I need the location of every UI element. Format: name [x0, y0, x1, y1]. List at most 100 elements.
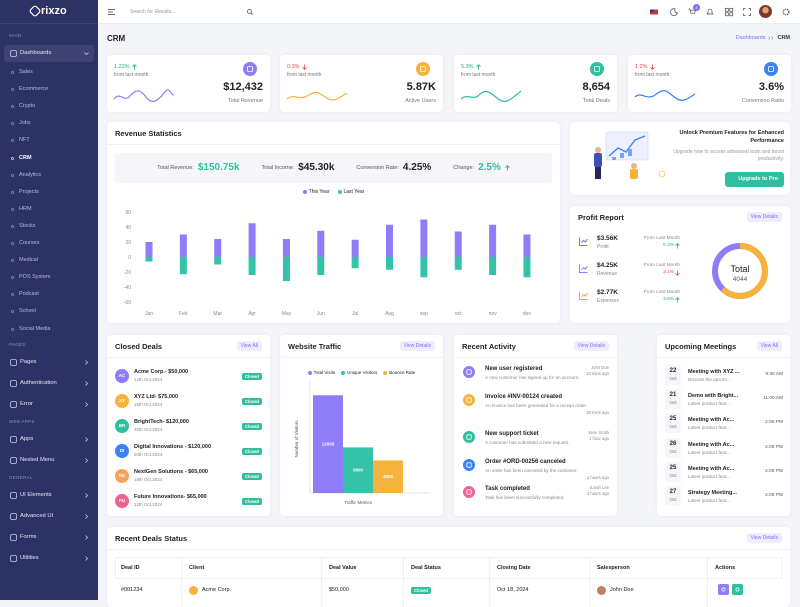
- menu-item[interactable]: Authentication: [4, 375, 94, 392]
- action-button[interactable]: [732, 584, 743, 595]
- meeting-time: 9:30 AM: [765, 372, 783, 377]
- bar: [145, 257, 153, 262]
- menu-item[interactable]: Advanced UI: [4, 508, 94, 525]
- column-divider: [707, 557, 708, 607]
- y-axis-label: Number of Visitors: [294, 420, 299, 458]
- submenu-item[interactable]: HRM: [4, 201, 94, 218]
- x-tick-label: oct: [455, 311, 462, 317]
- bar: [351, 257, 359, 269]
- deal-avatar: DI: [115, 444, 129, 458]
- submenu-item[interactable]: CRM: [4, 150, 94, 167]
- card-title: Revenue Statistics: [115, 129, 182, 138]
- menu-icon: [10, 379, 17, 387]
- menu-item[interactable]: Error: [4, 396, 94, 413]
- menu-item[interactable]: Nested Menu: [4, 452, 94, 469]
- stat-note: from last month: [114, 72, 149, 78]
- header-icon: [650, 9, 658, 15]
- menu-item[interactable]: Forms: [4, 529, 94, 546]
- activity-user: John Doe: [591, 365, 609, 370]
- bar-value-label: 12000: [322, 442, 335, 447]
- bullet-dot: [11, 122, 14, 126]
- column-header: Deal Value: [329, 565, 357, 571]
- submenu-label: Crypto: [19, 103, 36, 110]
- date-box: 21 Oct: [665, 389, 681, 410]
- action-icon: [735, 587, 740, 592]
- y-tick-label: 60: [125, 210, 131, 216]
- arrow-shape: [132, 64, 137, 70]
- bar: [489, 257, 497, 275]
- bullet-dot: [11, 88, 14, 91]
- view-button[interactable]: View Details: [746, 533, 782, 543]
- submenu-item[interactable]: Sales: [4, 64, 94, 81]
- action-button[interactable]: [718, 584, 729, 595]
- view-button[interactable]: View Details: [746, 212, 782, 222]
- upgrade-button[interactable]: Upgrade to Pro: [725, 172, 784, 187]
- trend-arrow: [675, 270, 680, 276]
- submenu-item[interactable]: Ecommerce: [4, 81, 94, 98]
- sidebar: rixzo MAIN Dashboards Sales Ecommerce Crypto J…: [0, 0, 98, 600]
- icon-shape: [10, 491, 17, 499]
- x-tick-label: May: [282, 311, 292, 317]
- deal-name: XYZ Ltd- $75,000: [134, 394, 179, 400]
- submenu-label: School: [19, 308, 36, 315]
- search-box[interactable]: Search for Results...: [122, 5, 256, 19]
- meeting-text: Latest product feat...: [688, 401, 730, 407]
- arrow-shape: [505, 165, 510, 171]
- deal-avatar: FU: [115, 494, 129, 508]
- submenu-item[interactable]: Stocks: [4, 218, 94, 235]
- submenu-item[interactable]: Projects: [4, 184, 94, 201]
- icon-glyph: [466, 397, 472, 403]
- bullet: [11, 71, 14, 74]
- view-button[interactable]: View Details: [399, 341, 435, 351]
- submenu-item[interactable]: School: [4, 303, 94, 320]
- date-box: 22 Oct: [665, 365, 681, 385]
- bar: [313, 395, 343, 493]
- menu-item[interactable]: UI Elements: [4, 487, 94, 504]
- bullet-dot: [11, 224, 14, 228]
- submenu-item[interactable]: NFT: [4, 132, 94, 149]
- header-icon: [706, 8, 714, 15]
- submenu-item[interactable]: POS System: [4, 269, 94, 286]
- submenu-item[interactable]: Crypto: [4, 98, 94, 115]
- deal-date: 12th Oct,2024: [134, 377, 163, 382]
- revenue-chart: 60 40 20 0 -20 -40 -60 Jan Feb Mar Apr May Jun Jul Aug…: [124, 210, 532, 317]
- profit-note: From Last Month: [643, 236, 680, 241]
- icon-bg: [463, 431, 475, 443]
- menu-item[interactable]: Pages: [4, 354, 94, 371]
- view-button[interactable]: View All: [236, 341, 262, 351]
- menu-item[interactable]: Utilities: [4, 550, 94, 567]
- bullet-dot: [11, 259, 14, 262]
- activity-time: 2 hours ago: [586, 475, 609, 480]
- submenu-item[interactable]: Social Media: [4, 321, 94, 338]
- submenu-label: Projects: [19, 188, 39, 195]
- legend-label: Unique Visitors: [347, 370, 378, 375]
- profit-change: 3.1%: [663, 270, 674, 275]
- meeting-text: Latest product feat...: [688, 425, 730, 431]
- menu-icon: [10, 533, 17, 541]
- submenu-item[interactable]: Podcast: [4, 286, 94, 303]
- view-button[interactable]: View All: [756, 341, 782, 351]
- flag-canton: [650, 9, 654, 13]
- card-divider: [107, 549, 790, 550]
- menu-item[interactable]: Apps: [4, 431, 94, 448]
- submenu-item[interactable]: Medical: [4, 252, 94, 269]
- view-button[interactable]: View Details: [573, 341, 609, 351]
- submenu-item[interactable]: Jobs: [4, 115, 94, 132]
- submenu-item[interactable]: Courses: [4, 235, 94, 252]
- bullet-dot: [11, 207, 14, 211]
- date-box: 25 Oct: [665, 413, 681, 434]
- menu-item[interactable]: Dashboards: [4, 45, 94, 62]
- column-divider: [403, 557, 404, 607]
- icon-glyph: [579, 291, 588, 300]
- stat-card: 5.3% from last month 8,654 Total Deals: [454, 55, 617, 112]
- column-header: Deal Status: [411, 565, 441, 571]
- breadcrumb-item[interactable]: Dashboards: [735, 35, 766, 41]
- meetings-card: Upcoming Meetings View All 22 Oct Meeting wi…: [657, 335, 790, 516]
- x-tick-label: sep: [420, 311, 428, 317]
- user-avatar[interactable]: [759, 5, 772, 18]
- submenu-item[interactable]: Analytics: [4, 167, 94, 184]
- promo-text: Upgrade now to access advanced tools and…: [673, 149, 784, 162]
- bar: [489, 224, 497, 257]
- bar: [248, 223, 256, 257]
